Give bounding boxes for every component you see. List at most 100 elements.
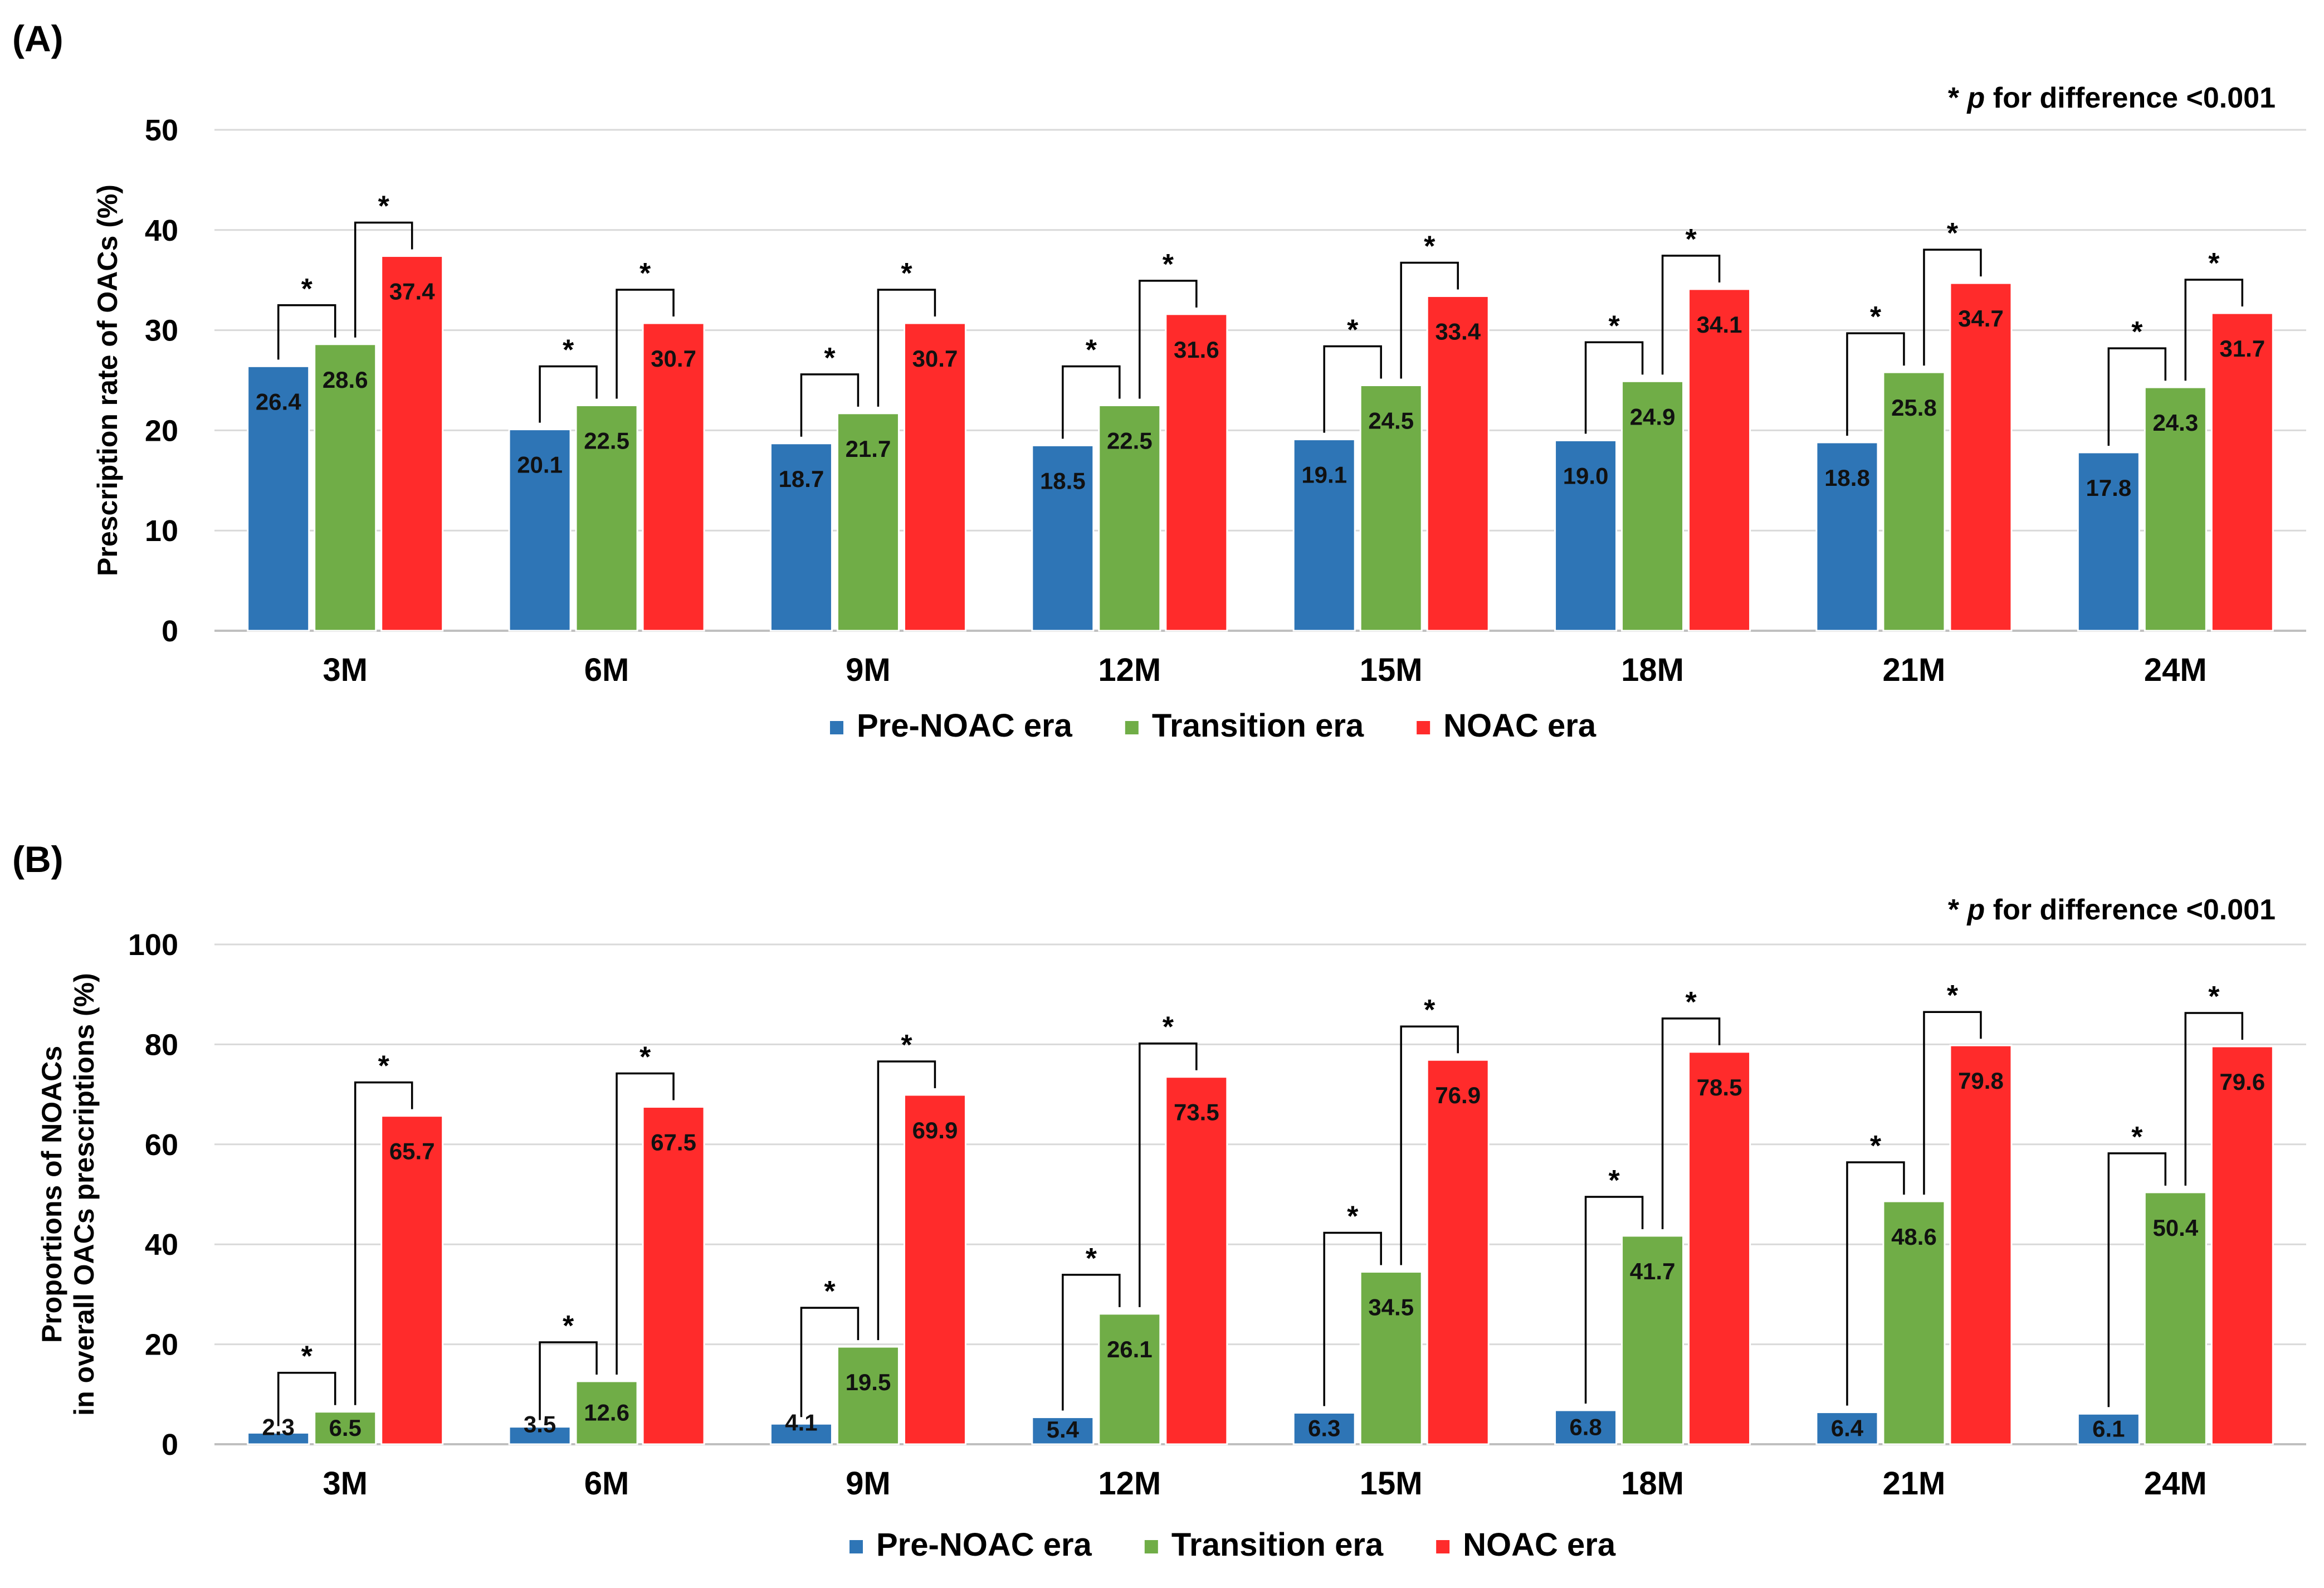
significance-star: * — [1163, 249, 1174, 281]
bar-transition-12m — [1098, 1313, 1161, 1445]
bar-transition-9m — [836, 412, 900, 632]
bar-transition-18m — [1621, 1235, 1685, 1445]
y-tick-label: 10 — [145, 514, 178, 548]
x-tick-label-15m: 15M — [1360, 1465, 1423, 1502]
value-label: 26.1 — [1107, 1336, 1153, 1362]
p-value-note: * p for difference <0.001 — [1948, 82, 2276, 114]
value-label: 50.4 — [2152, 1215, 2198, 1241]
value-label: 6.1 — [2092, 1416, 2125, 1442]
significance-star: * — [1870, 301, 1882, 333]
bar-pre-noac-12m — [1031, 444, 1095, 632]
y-tick-label: 30 — [145, 314, 178, 348]
value-label: 34.7 — [1958, 305, 2004, 332]
significance-star: * — [639, 1041, 651, 1074]
legend: Pre-NOAC era Transition era NOAC era — [830, 708, 1596, 744]
p-value-note: * p for difference <0.001 — [1948, 894, 2276, 926]
y-tick-label: 40 — [145, 214, 178, 247]
value-label: 22.5 — [584, 427, 629, 454]
bar-noac-12m — [1165, 1076, 1228, 1445]
bracket-pre-vs-transition — [800, 373, 860, 437]
legend-entry-transition: Transition era — [1152, 708, 1364, 744]
bar-pre-noac-18m — [1554, 439, 1618, 632]
bar-transition-3m — [314, 1411, 377, 1445]
bracket-transition-vs-noac — [2184, 279, 2244, 381]
x-tick-label-24m: 24M — [2144, 652, 2207, 688]
value-label: 30.7 — [912, 345, 958, 372]
bracket-pre-vs-transition — [539, 1341, 598, 1420]
bar-noac-3m — [380, 255, 444, 632]
significance-star: * — [1608, 310, 1620, 342]
chart-panel-a: (A) * p for difference <0.001 0 10 20 30 40 50 P… — [12, 18, 2306, 744]
value-label: 6.5 — [329, 1415, 361, 1441]
bracket-transition-vs-noac — [616, 289, 675, 399]
y-tick-label: 0 — [162, 615, 178, 648]
significance-star: * — [1086, 1243, 1097, 1275]
bracket-transition-vs-noac — [1400, 261, 1459, 379]
panel-label: (A) — [12, 18, 64, 59]
x-tick-label-15m: 15M — [1360, 652, 1423, 688]
bar-transition-6m — [575, 404, 638, 632]
bar-pre-noac-24m — [2077, 1412, 2140, 1445]
bracket-transition-vs-noac — [2184, 1012, 2244, 1186]
value-label: 19.0 — [1563, 462, 1609, 489]
significance-star: * — [639, 257, 651, 290]
panel-label: (B) — [12, 839, 64, 880]
y-tick-label: 80 — [145, 1028, 178, 1061]
bracket-transition-vs-noac — [354, 1081, 413, 1405]
x-tick-label-12m: 12M — [1098, 1465, 1161, 1502]
bar-noac-15m — [1426, 1059, 1490, 1445]
bar-noac-15m — [1426, 295, 1490, 632]
x-tick-label-21m: 21M — [1883, 652, 1946, 688]
significance-star: * — [1685, 986, 1697, 1019]
bracket-pre-vs-transition — [2107, 347, 2167, 446]
y-tick-label: 40 — [145, 1228, 178, 1261]
legend-swatch — [830, 721, 843, 734]
significance-star: * — [301, 1341, 313, 1373]
bar-pre-noac-21m — [1815, 441, 1879, 632]
bar-transition-3m — [314, 343, 377, 632]
value-label: 21.7 — [846, 436, 891, 462]
bar-pre-noac-6m — [508, 1426, 572, 1445]
value-label: 67.5 — [651, 1129, 696, 1156]
significance-star: * — [1870, 1130, 1882, 1162]
significance-star: * — [1947, 980, 1959, 1012]
bracket-transition-vs-noac — [877, 1060, 936, 1341]
value-label: 19.1 — [1301, 462, 1347, 488]
bar-noac-6m — [642, 322, 705, 632]
bracket-pre-vs-transition — [277, 304, 336, 360]
bar-transition-15m — [1359, 384, 1423, 632]
y-tick-label: 20 — [145, 414, 178, 447]
value-label: 28.6 — [323, 367, 368, 393]
bracket-transition-vs-noac — [616, 1072, 675, 1375]
bar-pre-noac-3m — [247, 365, 310, 632]
value-label: 12.6 — [584, 1399, 629, 1425]
significance-star: * — [378, 1050, 390, 1083]
value-label: 37.4 — [389, 279, 435, 305]
bar-pre-noac-15m — [1292, 1411, 1356, 1445]
bar-pre-noac-24m — [2077, 451, 2140, 632]
bar-noac-18m — [1688, 1051, 1751, 1445]
significance-star: * — [824, 342, 836, 374]
bar-transition-24m — [2144, 1191, 2207, 1445]
significance-star: * — [301, 273, 313, 305]
value-label: 79.6 — [2219, 1069, 2265, 1095]
significance-star: * — [1947, 217, 1959, 250]
bar-transition-24m — [2144, 386, 2207, 632]
legend: Pre-NOAC era Transition era NOAC era — [849, 1527, 1616, 1563]
value-label: 19.5 — [846, 1369, 891, 1395]
value-label: 20.1 — [517, 452, 563, 478]
value-label: 79.8 — [1958, 1068, 2004, 1094]
significance-star: * — [563, 334, 574, 366]
value-label: 78.5 — [1697, 1074, 1742, 1100]
significance-star: * — [2131, 316, 2143, 348]
y-axis-label: Prescription rate of OACs (%) — [92, 184, 123, 576]
significance-star: * — [1685, 223, 1697, 256]
bar-noac-9m — [903, 1094, 966, 1445]
bracket-pre-vs-transition — [1584, 1196, 1644, 1404]
legend-swatch — [849, 1540, 863, 1553]
legend-swatch — [1417, 721, 1430, 734]
bar-pre-noac-9m — [769, 1423, 833, 1445]
legend-entry-pre-noac: Pre-NOAC era — [857, 708, 1073, 744]
significance-star: * — [378, 191, 390, 223]
bar-noac-12m — [1165, 313, 1228, 632]
